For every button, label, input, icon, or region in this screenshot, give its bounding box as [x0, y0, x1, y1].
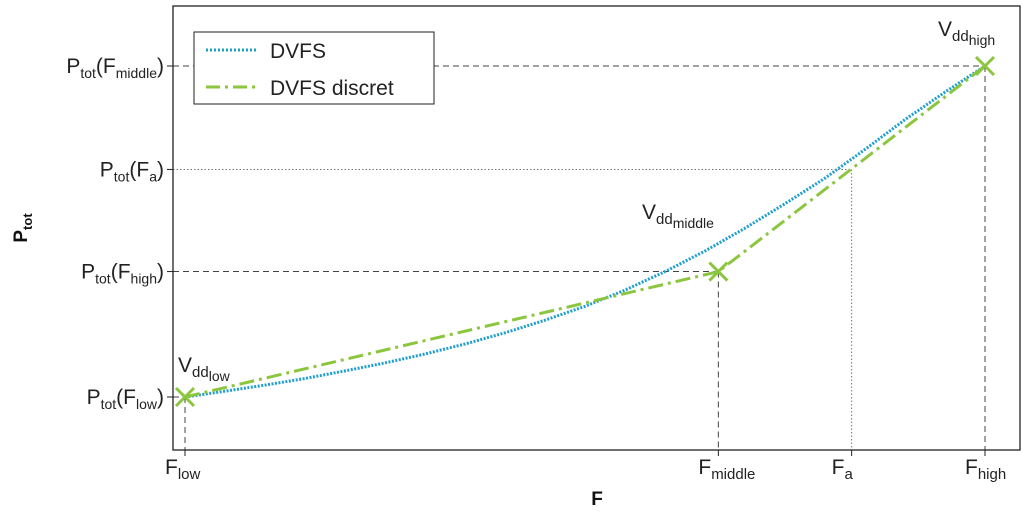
x-tick-label-sub: a — [844, 466, 853, 483]
y-tick-label-inner: middle — [116, 65, 157, 81]
point-marker — [174, 386, 196, 408]
y-tick-label-open: (F — [111, 261, 131, 284]
x-tick-label-main: F — [698, 456, 711, 479]
y-tick-label-prefix: P — [66, 55, 80, 78]
point-markers — [174, 55, 996, 408]
y-tick-label-prefix: P — [81, 261, 95, 284]
tick-marks — [167, 65, 986, 456]
y-tick-label-open: (F — [96, 55, 116, 78]
x-tick-label: Fhigh — [965, 456, 1006, 483]
y-tick-label-close: ) — [157, 55, 164, 78]
y-tick-label: Ptot(Fa) — [100, 158, 164, 184]
y-tick-label-sub: tot — [114, 168, 130, 184]
legend-label-discret: DVFS discret — [270, 77, 394, 100]
point-marker — [974, 55, 996, 77]
x-tick-label: Fa — [832, 456, 854, 483]
y-tick-label-sub: tot — [95, 271, 111, 287]
x-axis-title: F — [591, 489, 603, 510]
x-tick-label: Fmiddle — [698, 456, 755, 483]
legend-label-dvfs: DVFS — [270, 40, 326, 63]
legend: DVFS DVFS discret — [193, 31, 435, 105]
y-tick-label-inner: high — [131, 271, 157, 287]
x-tick-label-sub: low — [178, 466, 201, 483]
vdd-annotation-subsub: low — [209, 368, 231, 384]
y-tick-label-close: ) — [157, 386, 164, 409]
vdd-annotation-main: V — [178, 354, 192, 377]
vdd-annotation: Vddmiddle — [642, 201, 714, 231]
reference-lines — [173, 65, 986, 450]
y-tick-label: Ptot(Fhigh) — [81, 261, 164, 287]
x-tick-label-main: F — [832, 456, 845, 479]
x-tick-label-sub: middle — [711, 466, 755, 483]
x-tick-labels: Flow Fmiddle Fa Fhigh — [165, 456, 1006, 483]
x-tick-label: Flow — [165, 456, 201, 483]
vdd-annotation-subsub: middle — [673, 215, 714, 231]
y-axis-title-sub: tot — [20, 213, 35, 230]
y-tick-label-prefix: P — [100, 158, 114, 181]
point-marker — [708, 261, 729, 282]
y-tick-label: Ptot(Fmiddle) — [66, 55, 164, 81]
vdd-annotation-subsub: high — [969, 32, 995, 48]
y-tick-label-inner: a — [149, 168, 157, 184]
y-tick-label-close: ) — [157, 158, 164, 181]
vdd-annotation: Vddhigh — [938, 18, 995, 48]
y-tick-label-open: (F — [116, 386, 136, 409]
y-tick-label-inner: low — [136, 396, 158, 412]
plot-frame — [172, 5, 1021, 451]
series-line-dvfs — [184, 64, 986, 399]
legend-box — [193, 31, 435, 105]
y-tick-label-open: (F — [129, 158, 149, 181]
x-tick-label-main: F — [965, 456, 978, 479]
y-axis-title: Ptot — [11, 213, 35, 243]
vdd-annotation-main: V — [642, 201, 656, 224]
y-tick-label: Ptot(Flow) — [87, 386, 164, 412]
vdd-annotation-sub: dd — [192, 364, 209, 381]
vdd-annotation-sub: dd — [952, 28, 969, 45]
series-lines — [184, 64, 986, 399]
x-tick-label-sub: high — [978, 466, 1006, 483]
y-axis-title-main: P — [11, 230, 32, 243]
vdd-annotation-sub: dd — [656, 211, 673, 228]
y-tick-labels: Ptot(Fmiddle)Ptot(Fa)Ptot(Fhigh)Ptot(Flo… — [66, 55, 164, 412]
y-tick-label-sub: tot — [80, 65, 96, 81]
vdd-annotation: Vddlow — [178, 354, 231, 384]
series-line-dvfs-discret — [184, 64, 986, 399]
x-tick-label-main: F — [165, 456, 178, 479]
y-tick-label-sub: tot — [101, 396, 117, 412]
y-tick-label-close: ) — [157, 261, 164, 284]
vdd-annotation-main: V — [938, 18, 952, 41]
y-tick-label-prefix: P — [87, 386, 101, 409]
